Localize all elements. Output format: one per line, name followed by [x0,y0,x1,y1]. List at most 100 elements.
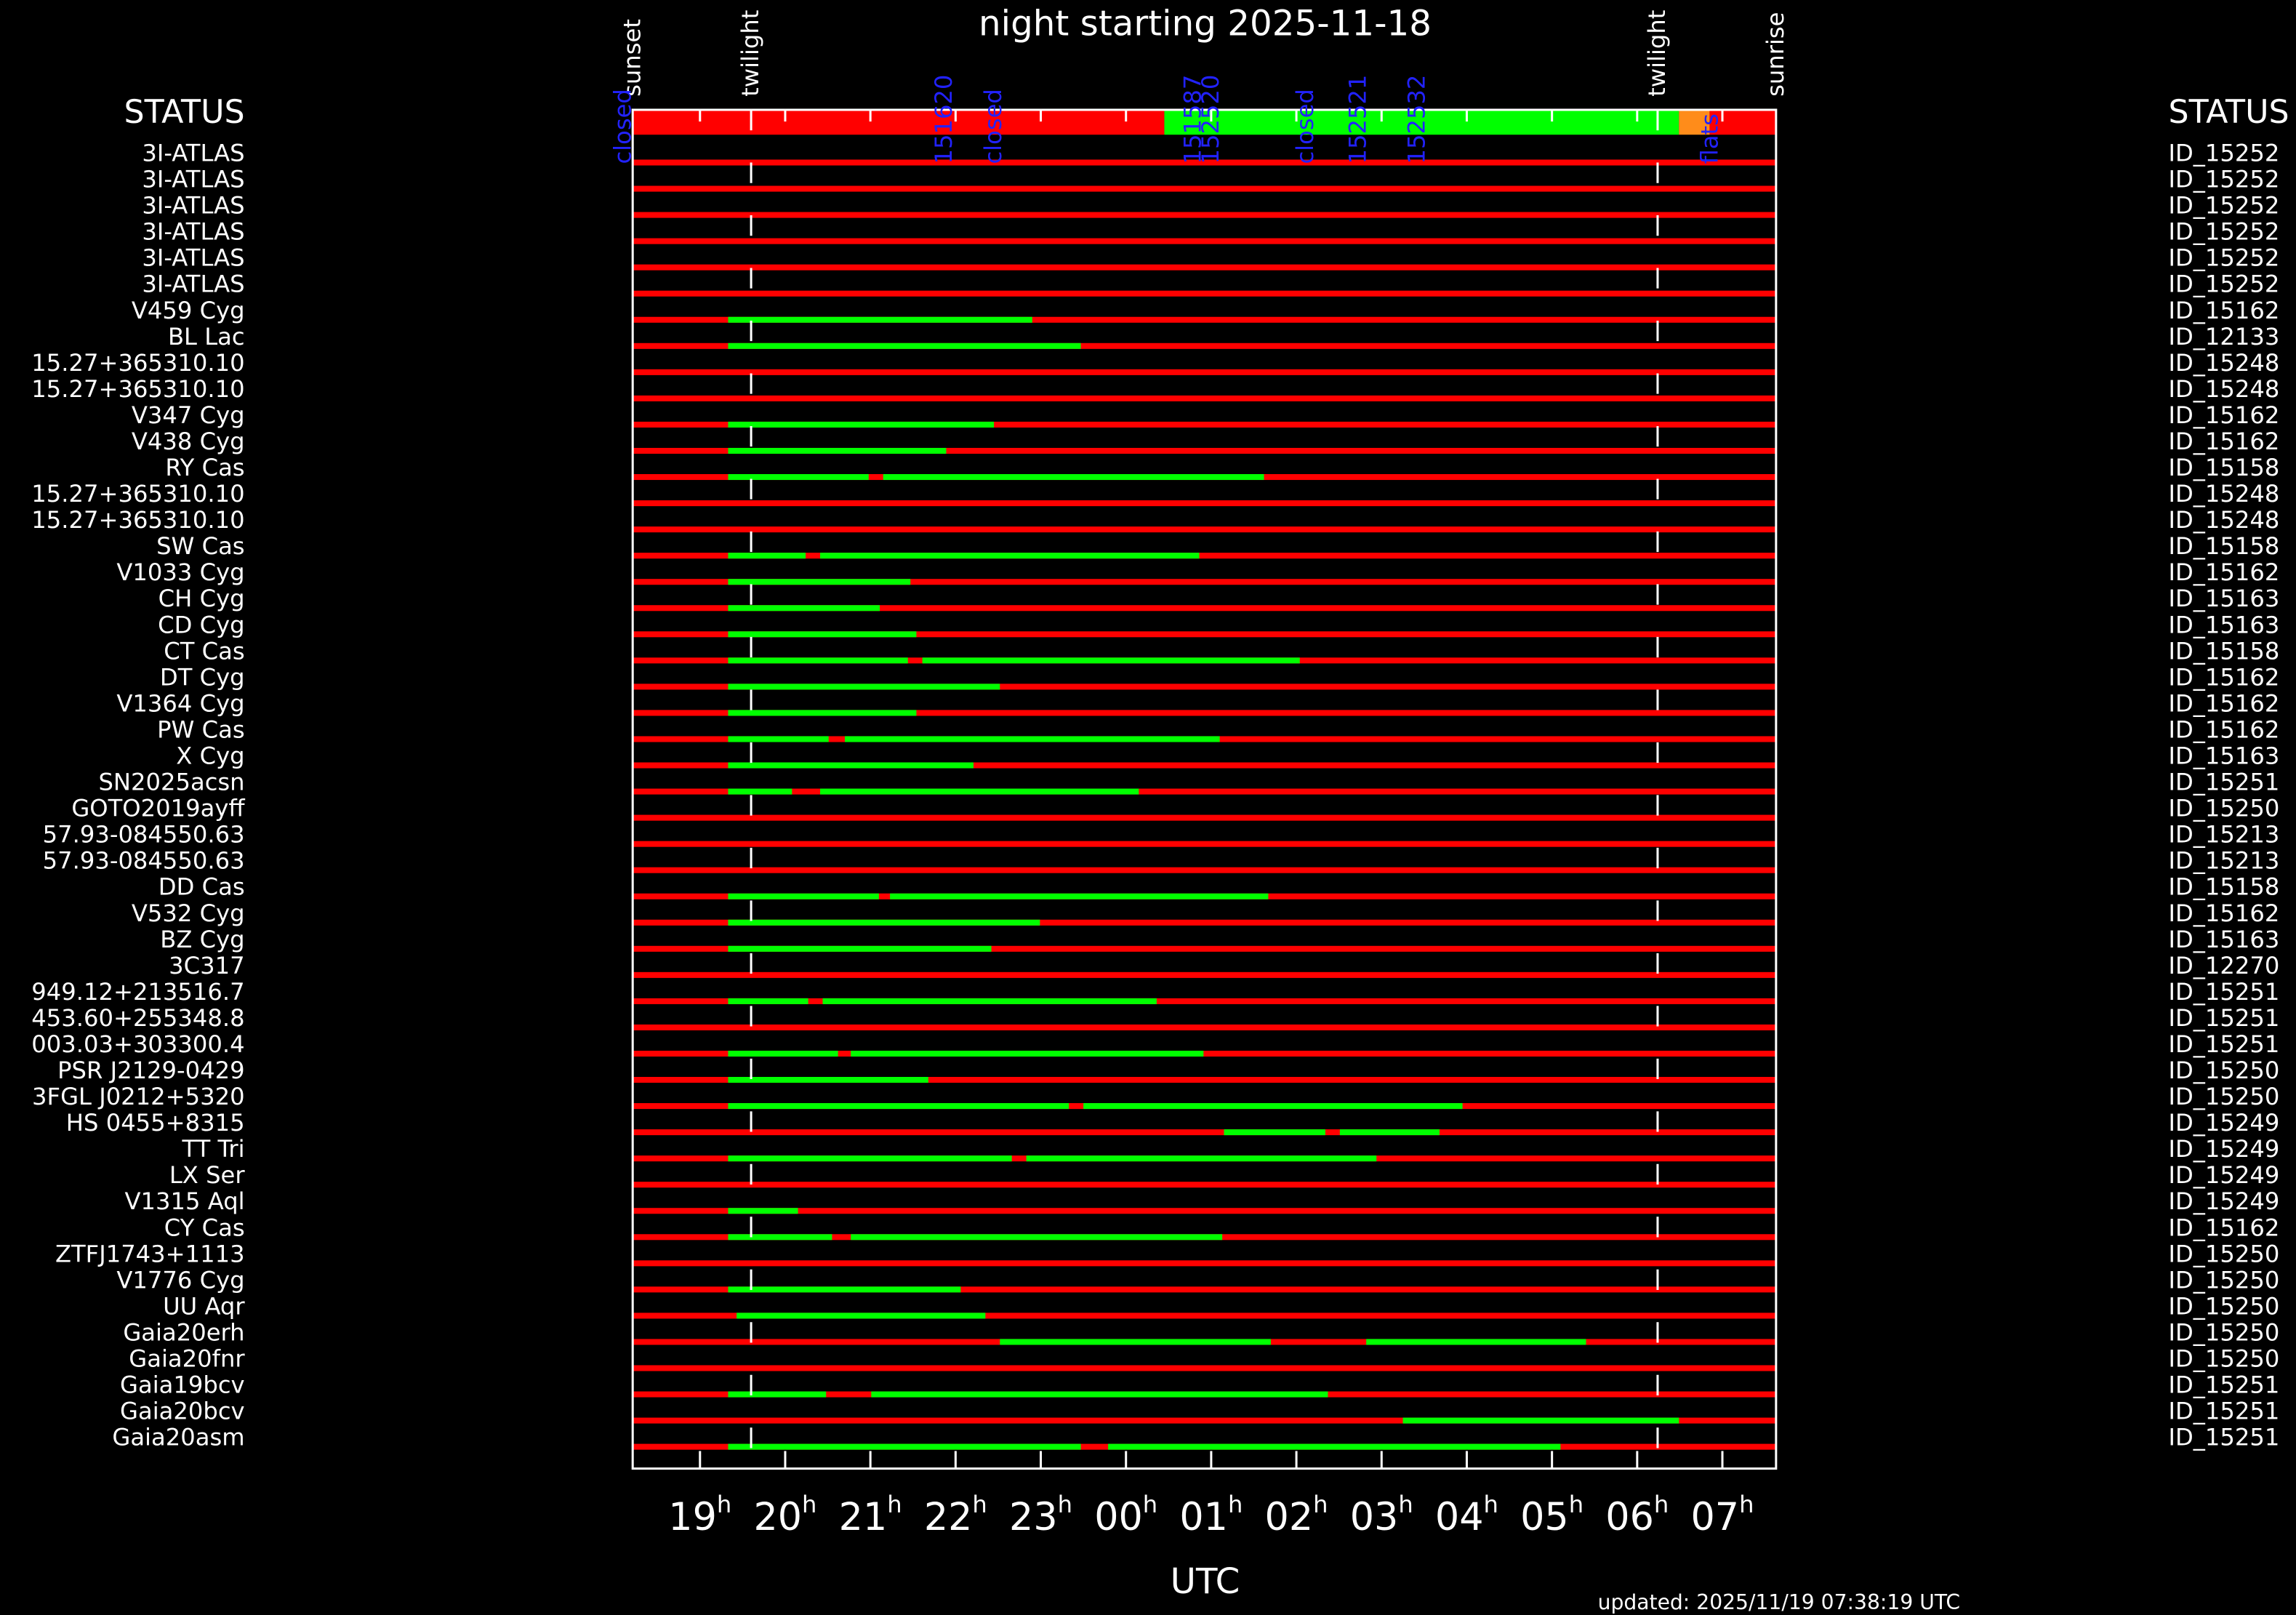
row-id: ID_15162 [2168,558,2279,586]
x-tick-label: 20h [753,1491,816,1539]
row-name: UU Aqr [163,1292,245,1320]
observable-segment [851,1050,1204,1057]
x-tick-number: 19 [668,1495,717,1539]
row-bar [633,1365,1776,1371]
row-id: ID_15251 [2168,769,2279,796]
event-label: sunset [618,19,646,97]
observable-segment [1026,1155,1377,1162]
event-label: twilight [1643,10,1671,97]
x-tick-label: 04h [1435,1491,1498,1539]
row-id: ID_15252 [2168,192,2279,220]
row-name: 3I-ATLAS [142,166,244,193]
row-name: CY Cas [164,1214,245,1241]
row-bar [633,1050,1776,1057]
row-id: ID_15163 [2168,585,2279,612]
x-axis-label: UTC [1171,1561,1240,1602]
right-header: STATUS [2168,94,2289,131]
row-bar [633,762,1776,769]
row-id: ID_15248 [2168,480,2279,508]
x-tick-number: 21 [839,1495,888,1539]
row-name: PW Cas [157,716,245,743]
row-id: ID_15162 [2168,689,2279,717]
observable-segment [728,316,1032,323]
observable-segment [922,657,1300,664]
row-name: 3I-ATLAS [142,270,244,298]
observable-segment [728,605,880,612]
row-name: 57.93-084550.63 [43,821,245,849]
row-bar [633,1208,1776,1214]
row-name: V1315 Aql [125,1187,245,1215]
row-id: ID_15250 [2168,1292,2279,1320]
x-tick-label: 07h [1690,1491,1754,1539]
status-annotation: closed [979,89,1007,164]
row-id: ID_15251 [2168,1030,2279,1058]
chart-title: night starting 2025-11-18 [979,3,1432,44]
x-tick-number: 07 [1690,1495,1739,1539]
status-annotation: flats [1696,113,1724,164]
row-bar [633,1024,1776,1030]
row-bar [633,447,1776,454]
row-id: ID_15248 [2168,349,2279,377]
row-name: 15.27+365310.10 [31,375,244,403]
row-name: DT Cyg [160,663,245,691]
x-tick-suffix: h [1398,1491,1413,1518]
row-id: ID_15252 [2168,218,2279,246]
x-tick-suffix: h [887,1491,902,1518]
row-id: ID_15163 [2168,611,2279,638]
status-annotation: closed [609,89,636,164]
row-bar [633,945,1776,952]
x-tick-suffix: h [717,1491,731,1518]
observable-segment [728,474,869,481]
observable-segment [1366,1339,1586,1345]
row-id: ID_15158 [2168,637,2279,665]
row-id: ID_15249 [2168,1187,2279,1215]
row-name: 15.27+365310.10 [31,480,244,508]
row-id: ID_15249 [2168,1109,2279,1137]
x-tick-number: 05 [1520,1495,1569,1539]
row-id: ID_15162 [2168,1214,2279,1241]
row-id: ID_15162 [2168,899,2279,927]
row-bar [633,342,1776,349]
observable-segment [728,762,974,769]
row-id: ID_15251 [2168,1398,2279,1425]
observable-segment [1108,1443,1561,1450]
observable-segment [1224,1129,1325,1136]
row-bar [633,1129,1776,1136]
status-annotation: closed [1291,89,1319,164]
observable-segment [728,657,908,664]
plot-frame [631,108,1778,1470]
row-name: X Cyg [176,742,244,769]
row-id: ID_15250 [2168,1345,2279,1372]
row-name: V459 Cyg [132,297,245,324]
row-id: ID_15252 [2168,166,2279,193]
row-bar [633,316,1776,323]
row-id: ID_15250 [2168,1057,2279,1084]
row-bar [633,710,1776,716]
x-tick-number: 20 [753,1495,802,1539]
status-annotation: 151620 [930,75,958,164]
observable-segment [728,684,1000,690]
row-id: ID_15251 [2168,978,2279,1006]
x-tick-suffix: h [1228,1491,1243,1518]
observable-segment [728,945,992,952]
x-tick-label: 05h [1520,1491,1583,1539]
observable-segment [728,1208,798,1214]
observable-segment [728,1443,1081,1450]
observable-segment [728,1234,832,1241]
x-tick-number: 23 [1009,1495,1058,1539]
observable-segment [871,1391,1328,1398]
x-tick-label: 01h [1179,1491,1243,1539]
status-annotation: 151587 [1179,75,1206,164]
row-bar [633,1260,1776,1267]
x-tick-suffix: h [1569,1491,1583,1518]
observable-segment [890,893,1269,899]
observable-segment [728,631,917,638]
row-name: V532 Cyg [132,899,245,927]
observable-segment [851,1234,1223,1241]
status-segment [1679,110,1710,135]
row-name: 949.12+213516.7 [31,978,244,1006]
observable-segment [822,998,1157,1004]
row-name: Gaia20erh [123,1318,244,1346]
